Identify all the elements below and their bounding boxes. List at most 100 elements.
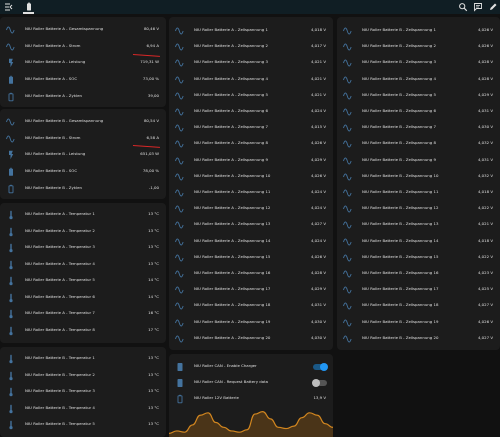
cell-voltage-b-value: 4,029 V xyxy=(477,91,493,97)
battery-b-row[interactable]: NIU Roller Batterie B - Strom 6,58 A xyxy=(0,131,166,147)
battery-a-label: NIU Roller Batterie A - SOC xyxy=(25,76,78,82)
battery-b-row[interactable]: NIU Roller Batterie B - Gesamtspannung 80… xyxy=(0,114,166,130)
cell-voltage-b-row[interactable]: NIU Roller Batterie B - Zellspannung 19 4… xyxy=(337,315,500,331)
cell-voltage-a-row[interactable]: NIU Roller Batterie A - Zellspannung 5 4,… xyxy=(169,88,333,104)
temperature-a-row[interactable]: NIU Roller Batterie A - Temperatur 3 13 °… xyxy=(0,240,166,256)
temperature-a-label: NIU Roller Batterie A - Temperatur 8 xyxy=(25,326,95,332)
cell-voltage-b-row[interactable]: NIU Roller Batterie B - Zellspannung 10 4… xyxy=(337,169,500,185)
chat-icon[interactable] xyxy=(473,2,483,12)
cell-voltage-a-row[interactable]: NIU Roller Batterie A - Zellspannung 8 4,… xyxy=(169,136,333,152)
cell-voltage-b-value: 4,027 V xyxy=(477,334,493,340)
enable-charger-row[interactable]: NIU Roller CAN - Enable Charger xyxy=(169,359,333,375)
temperature-a-row[interactable]: NIU Roller Batterie A - Temperatur 2 13 °… xyxy=(0,224,166,240)
thermometer-icon xyxy=(9,309,13,319)
cell-voltage-b-row[interactable]: NIU Roller Batterie B - Zellspannung 7 4,… xyxy=(337,120,500,136)
battery-12v-history-graph[interactable] xyxy=(169,406,333,437)
temperature-b-row[interactable]: NIU Roller Batterie B - Temperatur 1 13 °… xyxy=(0,351,166,367)
temperature-b-row[interactable]: NIU Roller Batterie B - Temperatur 4 13 °… xyxy=(0,401,166,417)
sine-wave-icon xyxy=(343,43,352,51)
cell-voltage-b-value: 4,032 V xyxy=(477,172,493,178)
cell-voltage-a-label: NIU Roller Batterie A - Zellspannung 8 xyxy=(194,140,268,146)
cell-voltage-a-row[interactable]: NIU Roller Batterie A - Zellspannung 6 4,… xyxy=(169,104,333,120)
battery-a-row[interactable]: NIU Roller Batterie A - Gesamtspannung 80… xyxy=(0,22,166,38)
request-battery-toggle[interactable] xyxy=(312,379,327,387)
cell-voltage-a-label: NIU Roller Batterie A - Zellspannung 18 xyxy=(194,302,271,308)
cell-voltage-a-row[interactable]: NIU Roller Batterie A - Zellspannung 2 4,… xyxy=(169,39,333,55)
cell-voltage-a-row[interactable]: NIU Roller Batterie A - Zellspannung 14 4… xyxy=(169,234,333,250)
temperature-a-row[interactable]: NIU Roller Batterie A - Temperatur 1 13 °… xyxy=(0,207,166,223)
cell-voltage-b-row[interactable]: NIU Roller Batterie B - Zellspannung 2 4,… xyxy=(337,39,500,55)
cell-voltage-a-row[interactable]: NIU Roller Batterie A - Zellspannung 12 4… xyxy=(169,201,333,217)
cell-voltage-a-row[interactable]: NIU Roller Batterie A - Zellspannung 4 4,… xyxy=(169,72,333,88)
temperature-a-row[interactable]: NIU Roller Batterie A - Temperatur 8 17 °… xyxy=(0,323,166,339)
cell-voltage-b-row[interactable]: NIU Roller Batterie B - Zellspannung 16 4… xyxy=(337,266,500,282)
cell-voltage-b-row[interactable]: NIU Roller Batterie B - Zellspannung 14 4… xyxy=(337,234,500,250)
temperature-a-row[interactable]: NIU Roller Batterie A - Temperatur 5 14 °… xyxy=(0,273,166,289)
cell-voltage-b-row[interactable]: NIU Roller Batterie B - Zellspannung 4 4,… xyxy=(337,72,500,88)
sine-wave-icon xyxy=(343,335,352,343)
temperature-b-value: 13 °C xyxy=(148,421,159,426)
battery-b-row[interactable]: NIU Roller Batterie B - Leistung 651,03 W xyxy=(0,147,166,163)
cell-voltage-a-row[interactable]: NIU Roller Batterie A - Zellspannung 13 4… xyxy=(169,217,333,233)
sine-wave-icon xyxy=(343,173,352,181)
temperature-a-row[interactable]: NIU Roller Batterie A - Temperatur 6 14 °… xyxy=(0,290,166,306)
battery-tab-icon[interactable] xyxy=(24,2,34,12)
temperature-b-row[interactable]: NIU Roller Batterie B - Temperatur 3 13 °… xyxy=(0,384,166,400)
cell-voltage-b-row[interactable]: NIU Roller Batterie B - Zellspannung 6 4,… xyxy=(337,104,500,120)
cell-voltage-a-row[interactable]: NIU Roller Batterie A - Zellspannung 18 4… xyxy=(169,298,333,314)
cell-voltage-b-row[interactable]: NIU Roller Batterie B - Zellspannung 5 4,… xyxy=(337,88,500,104)
battery-12v-row[interactable]: NIU Roller 12V Batterie 13,9 V xyxy=(169,391,333,407)
cell-voltage-a-row[interactable]: NIU Roller Batterie A - Zellspannung 16 4… xyxy=(169,266,333,282)
cell-voltage-a-row[interactable]: NIU Roller Batterie A - Zellspannung 15 4… xyxy=(169,250,333,266)
enable-charger-toggle[interactable] xyxy=(313,363,328,371)
cell-voltage-b-row[interactable]: NIU Roller Batterie B - Zellspannung 1 4,… xyxy=(337,23,500,39)
cell-voltage-a-row[interactable]: NIU Roller Batterie A - Zellspannung 9 4,… xyxy=(169,153,333,169)
cell-voltage-b-row[interactable]: NIU Roller Batterie B - Zellspannung 18 4… xyxy=(337,298,500,314)
temperature-b-row[interactable]: NIU Roller Batterie B - Temperatur 2 13 °… xyxy=(0,368,166,384)
battery-a-row[interactable]: NIU Roller Batterie A - SOC 73,00 % xyxy=(0,72,166,88)
cell-voltage-b-row[interactable]: NIU Roller Batterie B - Zellspannung 8 4,… xyxy=(337,136,500,152)
battery-a-row[interactable]: NIU Roller Batterie A - Leistung 719,31 W xyxy=(0,55,166,71)
battery-a-row[interactable]: NIU Roller Batterie A - Strom 6,94 A xyxy=(0,39,166,55)
cell-voltage-a-row[interactable]: NIU Roller Batterie A - Zellspannung 19 4… xyxy=(169,315,333,331)
battery-a-label: NIU Roller Batterie A - Strom xyxy=(25,42,81,48)
menu-open-icon[interactable] xyxy=(4,2,14,12)
sine-wave-icon xyxy=(6,135,15,143)
cell-voltage-a-row[interactable]: NIU Roller Batterie A - Zellspannung 17 4… xyxy=(169,282,333,298)
sine-wave-icon xyxy=(175,319,184,327)
cell-voltage-b-row[interactable]: NIU Roller Batterie B - Zellspannung 11 4… xyxy=(337,185,500,201)
cell-voltage-a-row[interactable]: NIU Roller Batterie A - Zellspannung 11 4… xyxy=(169,185,333,201)
cell-voltage-b-value: 4,018 V xyxy=(477,189,493,194)
cell-voltage-b-row[interactable]: NIU Roller Batterie B - Zellspannung 12 4… xyxy=(337,201,500,217)
edit-icon[interactable] xyxy=(488,2,498,12)
cell-voltage-a-label: NIU Roller Batterie A - Zellspannung 9 xyxy=(194,156,268,162)
temperature-b-row[interactable]: NIU Roller Batterie B - Temperatur 5 13 °… xyxy=(0,417,166,433)
cell-voltage-b-row[interactable]: NIU Roller Batterie B - Zellspannung 20 4… xyxy=(337,331,500,347)
sine-wave-icon xyxy=(343,189,352,197)
cell-voltage-b-row[interactable]: NIU Roller Batterie B - Zellspannung 3 4,… xyxy=(337,55,500,71)
battery-a-value: 39,00 xyxy=(147,92,159,98)
battery-b-row[interactable]: NIU Roller Batterie B - SOC 78,00 % xyxy=(0,164,166,180)
sine-wave-icon xyxy=(343,302,352,310)
temperature-a-row[interactable]: NIU Roller Batterie A - Temperatur 4 13 °… xyxy=(0,257,166,273)
cell-voltage-b-row[interactable]: NIU Roller Batterie B - Zellspannung 13 4… xyxy=(337,217,500,233)
cell-voltage-b-row[interactable]: NIU Roller Batterie B - Zellspannung 9 4,… xyxy=(337,153,500,169)
cell-voltage-a-row[interactable]: NIU Roller Batterie A - Zellspannung 3 4,… xyxy=(169,55,333,71)
cell-voltage-b-value: 4,028 V xyxy=(477,59,493,65)
battery-a-label: NIU Roller Batterie A - Zyklen xyxy=(25,92,82,98)
cell-voltage-a-label: NIU Roller Batterie A - Zellspannung 20 xyxy=(194,334,271,340)
cell-voltage-b-row[interactable]: NIU Roller Batterie B - Zellspannung 15 4… xyxy=(337,250,500,266)
battery-b-row[interactable]: NIU Roller Batterie B - Zyklen -1,00 xyxy=(0,181,166,197)
battery-a-row[interactable]: NIU Roller Batterie A - Zyklen 39,00 xyxy=(0,89,166,105)
temperature-a-row[interactable]: NIU Roller Batterie A - Temperatur 7 16 °… xyxy=(0,306,166,322)
cell-voltage-b-value: 4,032 V xyxy=(477,140,493,146)
cell-voltage-b-label: NIU Roller Batterie B - Zellspannung 4 xyxy=(362,75,436,81)
cell-voltage-a-row[interactable]: NIU Roller Batterie A - Zellspannung 20 4… xyxy=(169,331,333,347)
cell-voltage-a-value: 4,018 V xyxy=(310,27,326,32)
cell-voltage-a-row[interactable]: NIU Roller Batterie A - Zellspannung 7 4,… xyxy=(169,120,333,136)
request-battery-row[interactable]: NIU Roller CAN - Request Battery data xyxy=(169,375,333,391)
cell-voltage-a-row[interactable]: NIU Roller Batterie A - Zellspannung 1 4,… xyxy=(169,23,333,39)
cell-voltage-a-row[interactable]: NIU Roller Batterie A - Zellspannung 10 4… xyxy=(169,169,333,185)
search-icon[interactable] xyxy=(458,2,468,12)
cell-voltage-b-row[interactable]: NIU Roller Batterie B - Zellspannung 17 4… xyxy=(337,282,500,298)
